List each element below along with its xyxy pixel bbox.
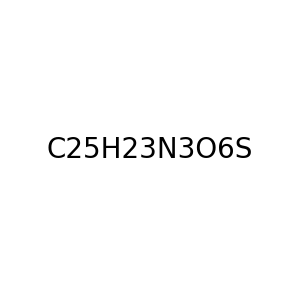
Text: C25H23N3O6S: C25H23N3O6S xyxy=(47,136,253,164)
